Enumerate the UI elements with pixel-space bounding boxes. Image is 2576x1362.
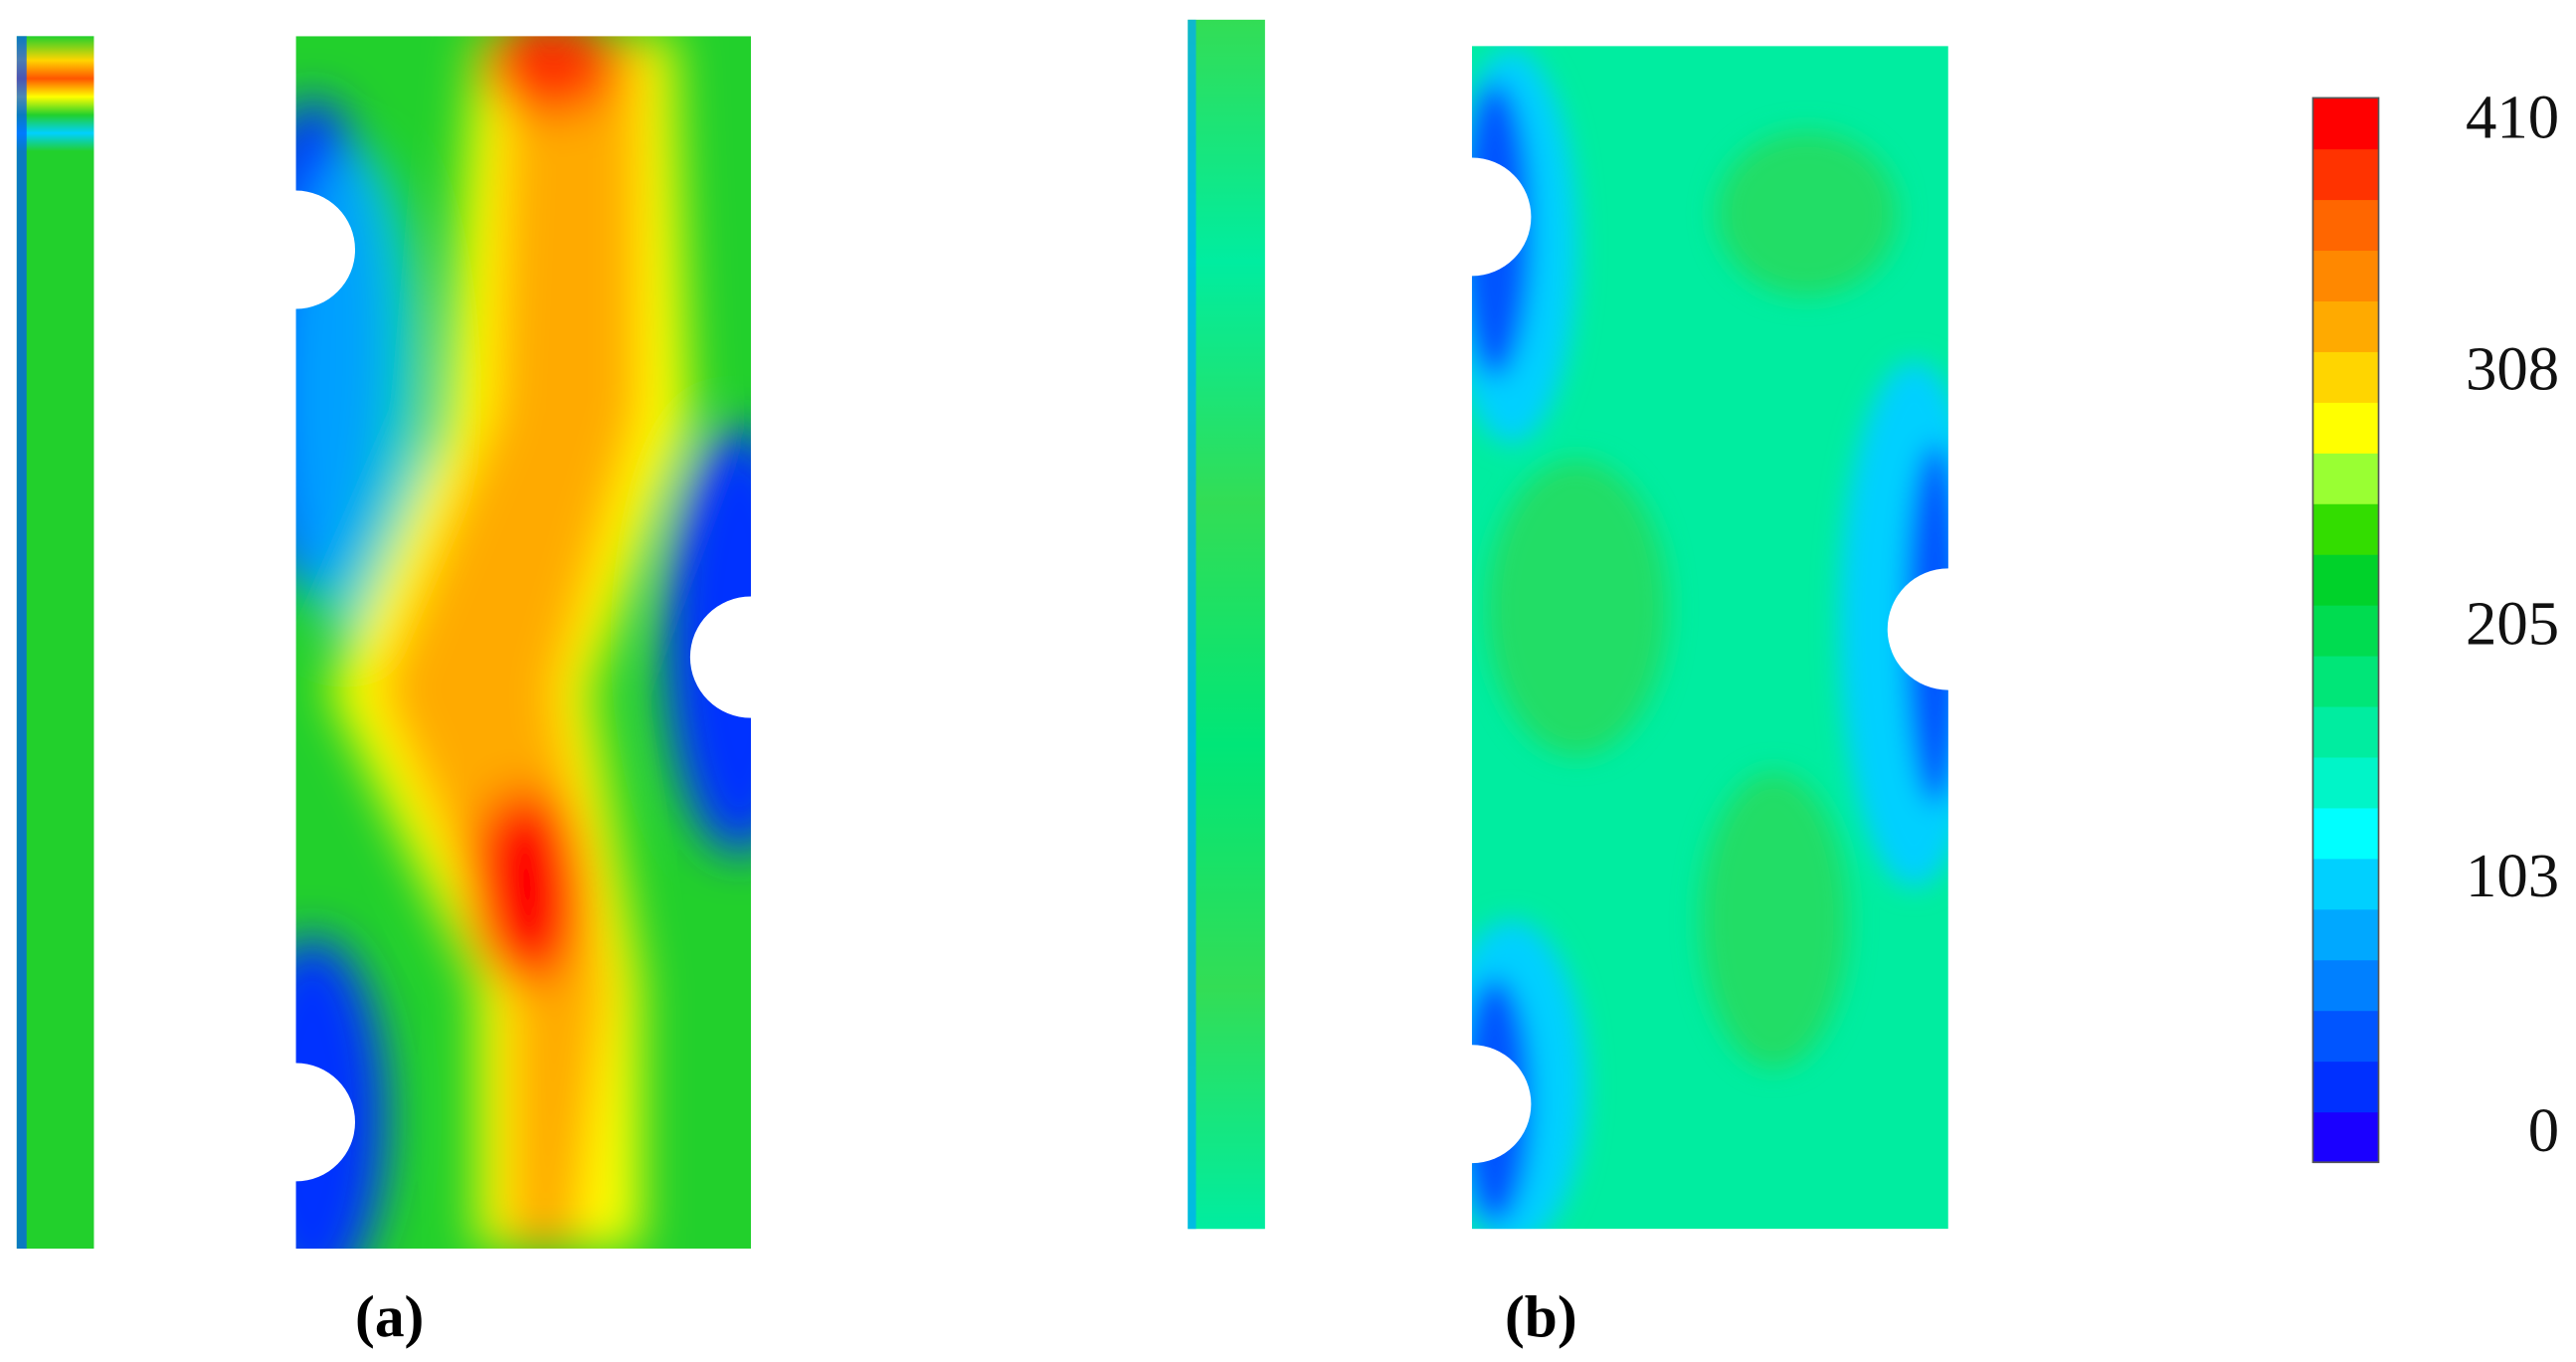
panel-label: (b) xyxy=(1505,1283,1577,1349)
strip-a xyxy=(16,36,94,1250)
colorbar-band xyxy=(2312,604,2379,657)
colorbar-band xyxy=(2312,553,2379,606)
colorbar-tick-label: 103 xyxy=(2466,841,2559,910)
colorbar-band xyxy=(2312,858,2379,910)
colorbar-band xyxy=(2312,250,2379,301)
contour-b xyxy=(1437,46,1988,1250)
strip-b xyxy=(1188,19,1265,1230)
contour-a xyxy=(238,16,814,1298)
colorbar-tick-label: 410 xyxy=(2466,82,2559,151)
colorbar-band xyxy=(2312,1111,2379,1164)
colorbar-band xyxy=(2312,1010,2379,1063)
colorbar-band xyxy=(2312,300,2379,352)
panel-label: (a) xyxy=(355,1283,424,1349)
colorbar-frame xyxy=(2311,97,2380,1164)
colorbar: 0 103 205 308 410 xyxy=(2311,82,2559,1165)
colorbar-band xyxy=(2312,402,2379,454)
colorbar-band xyxy=(2312,908,2379,961)
colorbar-band xyxy=(2312,807,2379,860)
colorbar-tick-label: 0 xyxy=(2528,1095,2559,1165)
colorbar-tick-label: 205 xyxy=(2466,589,2559,659)
colorbar-band xyxy=(2312,756,2379,809)
colorbar-band xyxy=(2312,97,2379,150)
colorbar-band xyxy=(2312,502,2379,555)
colorbar-band xyxy=(2312,452,2379,504)
colorbar-band xyxy=(2312,705,2379,758)
colorbar-band xyxy=(2312,148,2379,201)
colorbar-band xyxy=(2312,655,2379,707)
colorbar-band xyxy=(2312,351,2379,403)
colorbar-band xyxy=(2312,199,2379,252)
colorbar-band xyxy=(2312,959,2379,1012)
colorbar-band xyxy=(2312,1061,2379,1113)
colorbar-tick-label: 308 xyxy=(2466,334,2559,404)
